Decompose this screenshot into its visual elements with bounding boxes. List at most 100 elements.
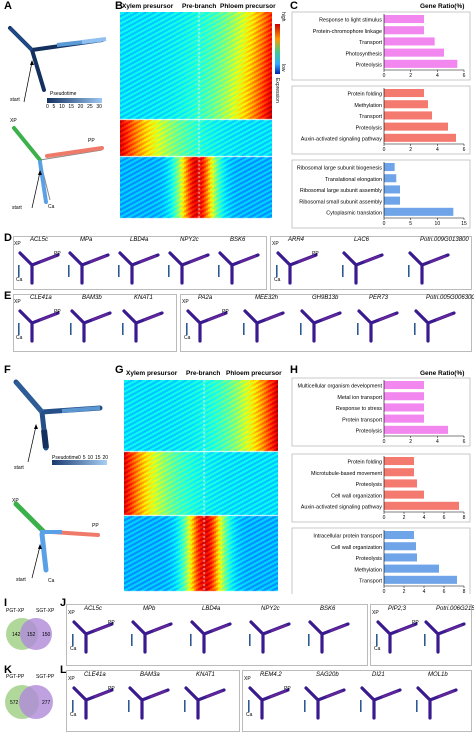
gene-name: ARR4 [288,237,305,243]
go-term-label: Photosynthesis [345,51,382,57]
ca-label-f: Ca [48,578,55,584]
gene-name: NPY2c [180,237,199,243]
gene-name: CLE41a [30,295,52,301]
pseudotime-colorbar [47,98,102,103]
legend-low-b: low [280,64,286,72]
go-term-bar [384,111,432,120]
gene-trajectory: BAM3a [126,672,172,722]
gene-trajectory: BSK6 [306,606,352,656]
gene-trajectory: KNAT1 [120,295,166,345]
axis-tick-label: 0 [383,515,386,521]
go-term-label: Methylation [354,103,382,109]
xp-label: XP [372,610,379,616]
bar-group-frame [291,527,471,594]
gene-trajectory: LBD4a [116,237,162,287]
gene-trajectory: PIP2;3 Ca PP XP [372,606,420,656]
go-term-bar [384,553,417,562]
go-term-bar [384,414,424,423]
axis-tick-label: 8 [463,589,466,594]
go-term-label: Protein folding [348,460,382,466]
xp-label: XP [68,610,75,616]
go-term-bar [384,575,457,584]
go-term-label: Ribosomal small subunit assembly [299,199,382,205]
axis-tick-label: 8 [463,515,466,521]
venn-i [6,618,52,650]
gene-name: GH9B13b [312,295,339,301]
ca-label: Ca [16,335,23,341]
axis-tick-label: 0 [383,221,386,227]
go-term-label: Translational elongation [325,177,382,183]
venn-i-right-label: SGT-XP [36,608,55,614]
xp-label: XP [14,241,21,247]
go-term-label: Proteolysis [356,63,383,69]
gene-trajectory: MPb [129,606,175,656]
pseudotime-tick: 20 [77,104,84,110]
ca-label: Ca [70,712,77,718]
go-term-bar [384,542,416,551]
pseudotime-tick: 15 [94,455,101,461]
pseudotime-tick: 30 [96,104,102,110]
panel-letter-g: G [115,364,124,376]
start-label-f2: start [16,577,26,583]
panel-letter-b: B [115,0,123,12]
axis-tick-label: 2 [403,589,406,594]
axis-tick-label: 6 [463,73,466,79]
panel-letter-l: L [60,664,67,676]
go-term-bar [384,163,395,172]
heatmap-g-col-xylem: Xylem presursor [126,370,178,377]
pseudotime-tick: 15 [68,104,74,110]
pseudotime-label-f: Pseudotime [52,455,79,461]
go-term-label: Intracellular protein transport [313,534,382,540]
go-term-label: Proteolysis [356,429,383,435]
gene-name: CLE41a [84,672,106,678]
gene-name: Potri.009G013800 [420,237,469,243]
gene-trajectory: CLE41a Ca PP XP [14,295,62,345]
gene-name: SAG20b [316,672,339,678]
trajectory-panel-a [8,26,107,209]
gene-name: MEE32h [255,295,279,301]
axis-tick-label: 6 [463,147,466,153]
go-term-label: Microtubule-based movement [311,471,383,477]
start-label-f: start [14,465,24,471]
go-term-label: Ribosomal large subunit assembly [300,188,382,194]
gene-name: Potri.006G215300 [436,606,474,612]
go-term-bar [384,490,424,499]
panel-letter-e: E [4,290,12,302]
legend-high-b: high [280,12,286,22]
axis-tick-label: 2 [403,515,406,521]
axis-tick-label: 4 [436,147,439,153]
xp-label-f: XP [12,498,19,504]
pp-label: PP [54,251,61,257]
axis-tick-label: 4 [436,439,439,445]
go-term-bar [384,133,456,142]
go-term-label: Methylation [354,567,382,573]
xp-label: XP [244,676,251,682]
pp-label: PP [108,686,115,692]
go-term-bar [384,48,444,57]
venn-i-left-label: PGT-XP [6,608,25,614]
pseudotime-tick: 10 [59,104,65,110]
axis-tick-label: 15 [461,221,467,227]
bar-header-h: Gene Ratio(%) [420,370,465,377]
pp-label: PP [312,251,319,257]
go-term-label: Cell wall organization [331,545,382,551]
pp-label: PP [54,309,61,315]
go-term-bar [384,59,458,68]
gene-trajectory: LBD4a [188,606,234,656]
axis-tick-label: 0 [383,73,386,79]
xp-label: XP [182,299,189,305]
pseudotime-ticks-f: 0 5 10 15 20 [78,455,108,461]
gene-name: BSK6 [230,237,246,243]
go-term-label: Protein transport [342,417,382,423]
go-term-label: Response to stress [336,406,382,412]
venn-k-left-label: PGT-PP [6,674,25,680]
gene-trajectory: GH9B13b [298,295,344,345]
pseudotime-tick: 25 [87,104,93,110]
bar-group-frame [291,11,471,81]
panel-letter-a: A [4,0,12,12]
bar-chart-c: Response to light stimulus Protein-chromo… [291,11,471,229]
gene-name: Potri.005G006300 [426,295,474,301]
ca-label: Ca [374,646,381,652]
gene-name: LBD4a [202,606,221,612]
gene-trajectory: BAM3b [68,295,114,345]
